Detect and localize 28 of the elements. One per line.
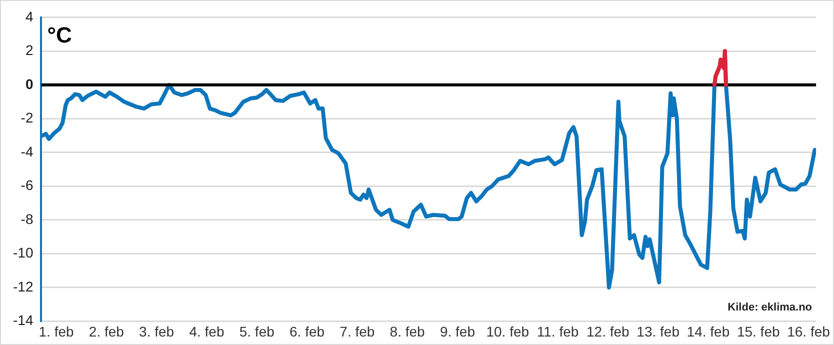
y-tick-label: 2 (25, 42, 34, 58)
y-tick-label: -2 (20, 110, 34, 126)
y-tick-label: -4 (20, 143, 34, 160)
x-tick-label: 2. feb (88, 323, 124, 340)
x-tick-label: 4. feb (189, 323, 224, 340)
x-tick-label: 5. feb (239, 323, 275, 340)
x-tick-label: 6. feb (290, 323, 325, 340)
x-tick-label: 12. feb (586, 323, 630, 340)
y-tick-label: -8 (20, 210, 34, 227)
y-tick-label: 0 (25, 76, 34, 92)
x-tick-label: 7. feb (340, 323, 375, 340)
x-tick-label: 1. feb (38, 323, 74, 340)
y-tick-label: -14 (13, 312, 34, 328)
y-axis-title: °C (47, 22, 72, 48)
x-tick-label: 16. feb (787, 323, 830, 340)
y-tick-label: -10 (13, 244, 34, 261)
x-tick-label: 13. feb (636, 323, 680, 340)
y-tick-label: 4 (25, 8, 34, 24)
y-tick-label: -6 (20, 177, 34, 194)
x-tick-label: 8. feb (390, 323, 426, 340)
x-tick-label: 9. feb (440, 323, 476, 340)
x-tick-label: 14. feb (686, 323, 730, 340)
x-tick-label: 11. feb (536, 323, 579, 340)
annotation: Kilde: eklima.no (728, 302, 812, 314)
x-tick-label: 15. feb (736, 323, 780, 340)
y-tick-label: -12 (13, 278, 34, 294)
x-tick-label: 3. feb (139, 323, 174, 340)
x-tick-label: 10. feb (486, 323, 530, 340)
